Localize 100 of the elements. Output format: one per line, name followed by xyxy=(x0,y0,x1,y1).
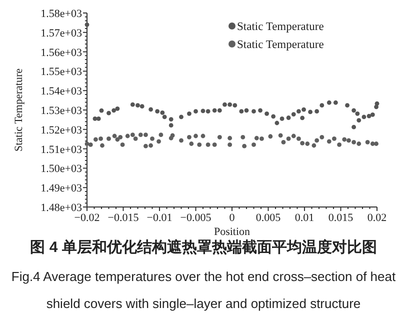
point xyxy=(268,134,273,139)
point xyxy=(286,136,291,141)
point xyxy=(206,142,210,147)
point xyxy=(342,137,347,142)
point xyxy=(228,102,232,107)
y-tick-label: 1.51e+03 xyxy=(40,144,82,156)
point xyxy=(252,109,256,114)
point xyxy=(148,107,153,112)
point xyxy=(112,108,116,113)
point xyxy=(140,104,144,109)
point xyxy=(281,140,286,144)
point xyxy=(92,116,98,121)
point xyxy=(130,102,135,107)
point xyxy=(370,142,375,146)
point xyxy=(365,140,370,144)
y-tick-label: 1.57e+03 xyxy=(40,27,82,40)
point xyxy=(212,142,217,147)
point xyxy=(370,112,375,117)
point xyxy=(96,116,101,121)
point xyxy=(346,138,351,143)
point xyxy=(118,134,123,140)
point xyxy=(162,114,167,120)
y-tick-label: 1.52e+03 xyxy=(40,124,82,136)
point xyxy=(217,134,222,140)
point xyxy=(222,102,227,107)
caption: Fig.4 Average temperatures over the hot end cross–section of heat shield covers with single–layer and optimized structure xyxy=(10,268,397,313)
point xyxy=(130,132,135,138)
point xyxy=(138,132,143,138)
point xyxy=(200,134,206,138)
point xyxy=(320,103,324,108)
point xyxy=(352,140,356,144)
y-tick-label: 1.56e+03 xyxy=(40,46,82,59)
x-tick-label: 0.02 xyxy=(367,212,387,224)
point xyxy=(345,103,350,108)
y-tick-label: 1.48e+03 xyxy=(40,202,82,214)
point xyxy=(187,111,192,116)
point xyxy=(98,136,103,141)
point xyxy=(160,110,165,115)
point xyxy=(197,142,202,147)
x-tick-label: −0.015 xyxy=(108,212,140,224)
point xyxy=(260,136,264,141)
point xyxy=(187,134,192,140)
x-tick-label: 0.005 xyxy=(256,212,282,224)
point xyxy=(326,100,332,105)
point xyxy=(312,143,316,148)
ylabel: Static Temperature xyxy=(13,68,25,152)
caption: 图 4 单层和优化结构遮热罩热端截面平均温度对比图 xyxy=(29,238,378,257)
point xyxy=(244,108,249,113)
point xyxy=(300,116,305,120)
point xyxy=(254,136,259,140)
point xyxy=(291,112,296,116)
point xyxy=(115,106,120,111)
point xyxy=(308,110,312,114)
point xyxy=(274,120,280,126)
point xyxy=(291,134,296,138)
point xyxy=(258,108,262,113)
point xyxy=(271,114,276,119)
point xyxy=(296,109,301,114)
point xyxy=(206,109,210,114)
point xyxy=(156,139,161,144)
point xyxy=(144,144,148,148)
point xyxy=(280,116,284,121)
point xyxy=(356,118,362,122)
point xyxy=(84,142,90,146)
y-tick-label: 1.55e+03 xyxy=(40,66,82,78)
point xyxy=(100,143,104,148)
point xyxy=(240,134,246,140)
point xyxy=(212,108,217,113)
point xyxy=(242,144,247,148)
x-tick-label: −0.005 xyxy=(180,212,212,224)
point xyxy=(352,124,356,130)
point xyxy=(136,103,140,108)
point xyxy=(179,138,184,143)
point xyxy=(374,101,380,106)
point xyxy=(228,142,232,147)
legend-label: Static Temperature xyxy=(237,39,324,51)
point xyxy=(302,107,306,112)
point xyxy=(194,134,198,138)
point xyxy=(88,142,93,147)
point xyxy=(170,133,175,138)
point xyxy=(314,109,320,114)
x-tick-label: −0.01 xyxy=(146,212,172,224)
point xyxy=(189,142,194,146)
point xyxy=(228,136,232,140)
xlabel: Position xyxy=(214,226,250,238)
point xyxy=(296,136,301,141)
point xyxy=(366,114,372,118)
x-tick-label: −0.02 xyxy=(74,212,100,224)
point xyxy=(326,139,332,144)
point xyxy=(106,136,111,141)
point xyxy=(112,134,117,138)
y-tick-label: 1.54e+03 xyxy=(40,86,82,98)
point xyxy=(362,114,366,120)
point xyxy=(264,111,269,116)
point xyxy=(305,142,310,146)
point xyxy=(352,108,356,113)
point xyxy=(155,109,160,114)
point xyxy=(217,108,222,113)
x-tick-label: 0.015 xyxy=(328,212,354,224)
point xyxy=(144,132,148,138)
